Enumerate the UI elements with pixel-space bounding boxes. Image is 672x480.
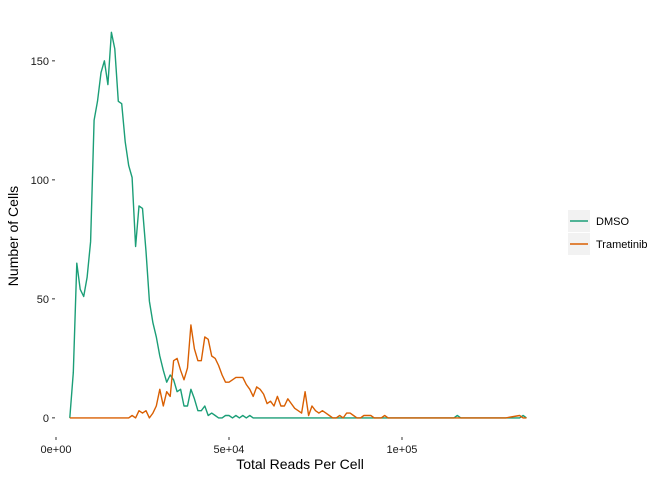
y-axis: 0 50 100 150 xyxy=(31,56,55,425)
legend: DMSO Trametinib xyxy=(568,210,648,255)
x-axis-title: Total Reads Per Cell xyxy=(236,456,364,472)
series-line-trametinib xyxy=(69,324,527,419)
y-tick-label: 150 xyxy=(31,56,49,68)
y-tick-label: 50 xyxy=(37,294,49,306)
y-tick-label: 0 xyxy=(43,413,49,425)
series-line-dmso xyxy=(69,31,527,419)
x-tick-label: 0e+00 xyxy=(41,444,72,456)
legend-label: DMSO xyxy=(596,216,629,228)
y-tick-label: 100 xyxy=(31,175,49,187)
x-tick-label: 1e+05 xyxy=(387,444,418,456)
y-axis-title: Number of Cells xyxy=(5,186,21,286)
x-axis: 0e+00 5e+04 1e+05 xyxy=(41,437,418,456)
legend-label: Trametinib xyxy=(596,239,648,251)
series-layer xyxy=(69,31,527,419)
x-tick-label: 5e+04 xyxy=(214,444,245,456)
